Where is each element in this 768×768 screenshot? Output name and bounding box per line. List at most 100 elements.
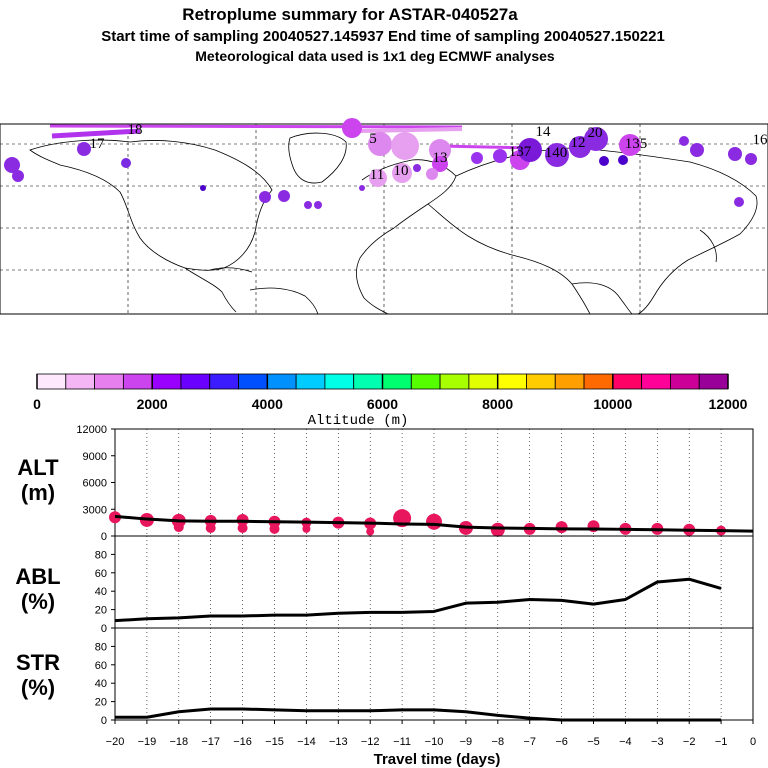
map-plume-dot: [342, 118, 362, 138]
alt-marker: [237, 522, 248, 533]
colorbar-tick-label: 4000: [252, 396, 283, 412]
colorbar-cell: [238, 373, 268, 390]
map-plume-dot: [493, 149, 507, 163]
map-day-label: 20: [588, 125, 603, 141]
x-tick-label: −16: [233, 736, 252, 748]
y-tick-label: 60: [95, 568, 107, 580]
map-plume-dot: [471, 152, 483, 164]
map-plume-dot: [359, 185, 365, 191]
map-plume-dot: [304, 201, 312, 209]
colorbar-cell: [698, 373, 729, 390]
map-plume-dot: [429, 139, 451, 161]
map-plume-dot: [599, 156, 609, 166]
map-plume-dot: [619, 134, 641, 156]
map-day-label: 10: [394, 163, 409, 179]
abl-panel: ABL (%) 0 20 40 60 80: [15, 535, 754, 635]
x-tick-label: −10: [425, 736, 444, 748]
y-tick-label: 40: [95, 678, 107, 690]
map-plume-dot: [618, 155, 628, 165]
map-plume-dot: [426, 168, 438, 180]
y-tick-label: 0: [101, 715, 107, 727]
colorbar-cell: [353, 373, 383, 390]
map-plume-dot: [690, 143, 704, 157]
colorbar-label: Altitude (m): [308, 413, 409, 429]
alt-marker: [366, 527, 375, 536]
colorbar-cell: [295, 373, 326, 390]
colorbar-cell: [410, 373, 441, 390]
colorbar-tick-label: 10000: [593, 396, 632, 412]
colorbar-cell: [583, 373, 614, 390]
y-tick-label: 0: [101, 623, 107, 635]
colorbar-cell: [209, 373, 239, 390]
map-plume-dot: [518, 138, 542, 162]
y-tick-label: 9000: [83, 451, 107, 463]
y-tick-label: 40: [95, 586, 107, 598]
map-plume-dot: [432, 156, 448, 172]
map-day-label: 14: [536, 124, 552, 140]
colorbar-cell: [382, 373, 412, 390]
x-tick-label: −4: [619, 736, 632, 748]
x-tick-label: −2: [683, 736, 696, 748]
alt-marker: [269, 523, 280, 534]
title-line-2: Start time of sampling 20040527.145937 E…: [101, 28, 665, 45]
map-plume-dot: [392, 163, 412, 183]
colorbar-cell: [612, 373, 643, 390]
y-tick-label: 80: [95, 641, 107, 653]
colorbar-cell: [36, 373, 67, 390]
map-plume-dot: [679, 136, 689, 146]
y-tick-label: 0: [101, 531, 107, 543]
colorbar-cell: [439, 373, 470, 390]
map-plume-dot: [259, 191, 271, 203]
colorbar-cells: [36, 373, 729, 390]
colorbar-ticks: 0 2000 4000 6000 8000 10000 12000: [33, 374, 748, 412]
x-tick-label: −3: [651, 736, 664, 748]
map-day-label: 137: [509, 144, 532, 160]
x-tick-label: −20: [106, 736, 125, 748]
colorbar-cell: [670, 373, 700, 390]
map-coastlines: [29, 132, 758, 315]
title-line-3: Meteorological data used is 1x1 deg ECMW…: [195, 48, 555, 64]
x-tick-label: −7: [523, 736, 536, 748]
x-axis-label: Travel time (days): [374, 751, 501, 768]
map-plume-dot: [369, 169, 387, 187]
map-day-label: 135: [625, 136, 648, 152]
alt-label: ALT: [17, 455, 59, 480]
map-day-label: 13: [433, 150, 448, 166]
str-unit: (%): [21, 675, 55, 700]
plume-streak: [439, 144, 531, 150]
alt-unit: (m): [21, 480, 55, 505]
colorbar-tick-label: 0: [33, 396, 41, 412]
y-tick-label: 80: [95, 549, 107, 561]
map-day-label: 17: [90, 136, 106, 152]
x-tick-label: −9: [460, 736, 473, 748]
str-label: STR: [16, 650, 60, 675]
plume-streak: [359, 127, 463, 133]
map-day-label: 16: [753, 132, 768, 148]
altitude-colorbar: 0 2000 4000 6000 8000 10000 12000 Altitude (m): [33, 373, 748, 429]
colorbar-tick-label: 2000: [137, 396, 168, 412]
map-day-label: 140: [545, 145, 568, 161]
x-tick-label: −1: [715, 736, 728, 748]
colorbar-cell: [324, 373, 355, 390]
colorbar-cell: [497, 373, 527, 390]
map-plume-dot: [4, 157, 20, 173]
map-plume-dot: [12, 170, 24, 182]
colorbar-cell: [641, 373, 671, 390]
y-tick-label: 60: [95, 660, 107, 672]
map-plume-dot: [368, 132, 392, 156]
colorbar-cell: [151, 373, 182, 390]
plume-streak: [51, 128, 141, 139]
colorbar-cell: [554, 373, 585, 390]
title-line-1: Retroplume summary for ASTAR-040527a: [182, 5, 518, 24]
map-plume-dot: [728, 147, 742, 161]
colorbar-cell: [94, 373, 124, 390]
map-plume-dot: [745, 153, 757, 165]
x-tick-label: −15: [265, 736, 284, 748]
x-tick-label: −6: [555, 736, 568, 748]
series-line: [114, 577, 722, 623]
alt-marker: [490, 522, 505, 537]
series-line: [115, 707, 722, 722]
map-day-label: 5: [369, 131, 377, 147]
